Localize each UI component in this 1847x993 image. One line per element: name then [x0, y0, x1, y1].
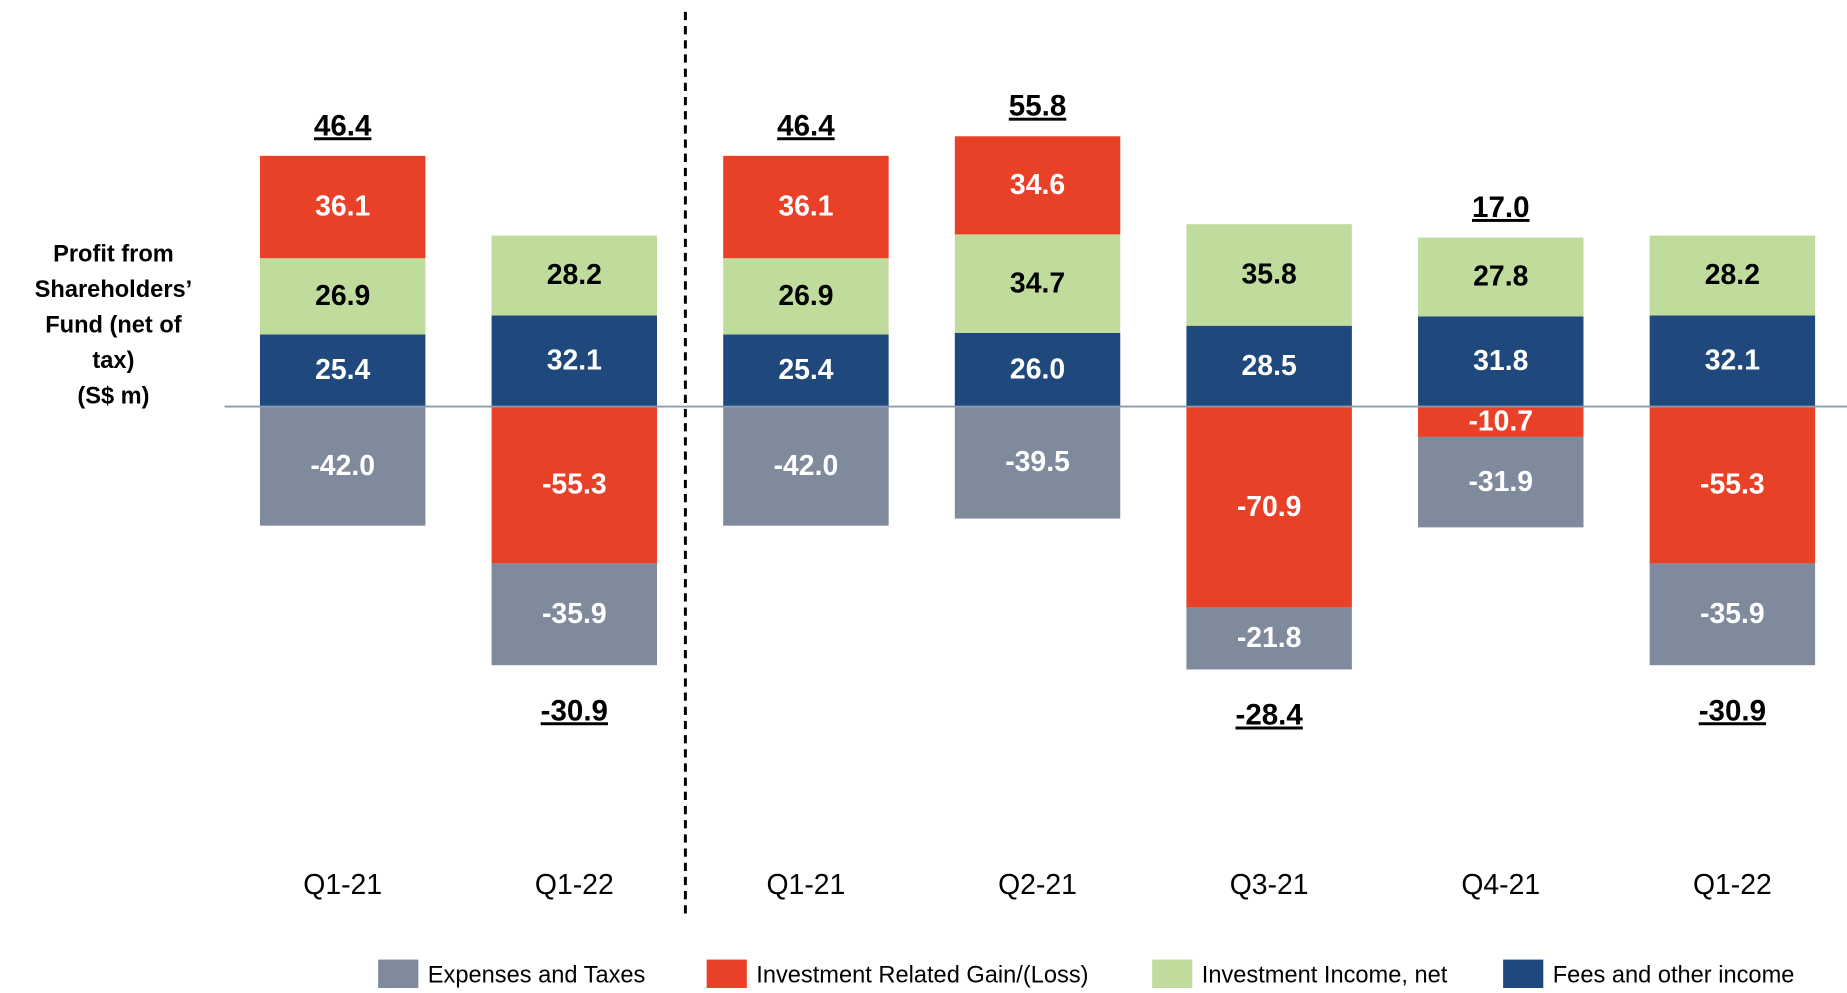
legend-label: Expenses and Taxes [428, 962, 646, 988]
data-label: 32.1 [1705, 345, 1760, 377]
bar-segment [259, 258, 426, 335]
legend-swatch [1152, 959, 1193, 991]
y-axis-label: Shareholders’ [35, 277, 193, 303]
data-label: 26.9 [778, 280, 833, 312]
bar-segment [1186, 224, 1352, 326]
data-label: 26.9 [315, 280, 370, 312]
data-label: 25.4 [778, 354, 833, 386]
y-axis-label: Profit from [53, 242, 174, 268]
data-label: 32.1 [547, 345, 602, 377]
data-label: -35.9 [1700, 598, 1765, 630]
data-label: 28.5 [1242, 350, 1297, 382]
y-axis-label: tax) [92, 348, 134, 374]
data-label: 28.2 [547, 259, 602, 291]
x-tick-label: Q1-22 [535, 869, 614, 901]
bar-segment [1649, 406, 1816, 564]
bar-segment [491, 406, 658, 564]
data-label: 34.6 [1010, 169, 1065, 201]
data-label: -31.9 [1468, 466, 1533, 498]
bar-segment [259, 334, 426, 407]
bar-segment [723, 155, 889, 259]
data-label: -21.8 [1237, 622, 1302, 654]
bar-segment [1649, 235, 1816, 316]
data-label: 26.0 [1010, 353, 1065, 385]
data-label: -42.0 [310, 450, 375, 482]
data-label: 35.8 [1242, 259, 1297, 291]
data-label: 27.8 [1473, 261, 1528, 293]
bar-segment [1418, 316, 1584, 407]
data-label: -55.3 [542, 469, 607, 501]
bar-segment [954, 234, 1121, 333]
x-tick-label: Q1-21 [303, 869, 382, 901]
bar-segment [954, 406, 1121, 519]
data-label: -39.5 [1005, 446, 1070, 478]
data-label: 34.7 [1010, 267, 1065, 299]
total-label: -30.9 [541, 694, 608, 727]
data-label: -10.7 [1468, 405, 1533, 437]
data-label: 31.8 [1473, 345, 1528, 377]
data-label: 25.4 [315, 354, 370, 386]
data-label: 36.1 [315, 191, 370, 223]
bar-segment [954, 136, 1121, 235]
total-label: 46.4 [777, 109, 835, 142]
total-label: 55.8 [1009, 90, 1066, 123]
total-label: 17.0 [1472, 191, 1529, 224]
bar-segment [1186, 607, 1352, 670]
total-label: 46.4 [314, 109, 372, 142]
x-tick-label: Q1-22 [1693, 869, 1772, 901]
bar-segment [954, 332, 1121, 407]
data-label: -42.0 [774, 450, 839, 482]
y-axis-label: (S$ m) [77, 383, 149, 409]
bar-segment [1649, 563, 1816, 666]
bar-segment [491, 235, 658, 316]
bar-segment [259, 406, 426, 526]
x-tick-label: Q3-21 [1230, 869, 1309, 901]
x-tick-label: Q2-21 [998, 869, 1077, 901]
data-label: -70.9 [1237, 491, 1302, 523]
legend-swatch [1503, 959, 1544, 991]
bar-segment [1418, 237, 1584, 317]
legend-label: Investment Related Gain/(Loss) [756, 962, 1088, 988]
bar-segment [723, 406, 889, 526]
bar-segment [1649, 315, 1816, 407]
bar-segment [1418, 436, 1584, 528]
legend-label: Fees and other income [1553, 962, 1795, 988]
total-label: -28.4 [1235, 699, 1303, 732]
bar-segment [1418, 406, 1584, 437]
legend-label: Investment Income, net [1202, 962, 1448, 988]
data-label: 36.1 [778, 191, 833, 223]
bar-segment [1186, 325, 1352, 407]
x-tick-label: Q4-21 [1461, 869, 1540, 901]
bar-segment [1186, 406, 1352, 608]
legend-swatch [706, 959, 747, 991]
legend-swatch [378, 959, 419, 991]
bar-segment [491, 315, 658, 407]
data-label: 28.2 [1705, 259, 1760, 291]
bar-segment [491, 563, 658, 666]
bar-segment [723, 258, 889, 335]
bar-segment [259, 155, 426, 259]
y-axis-label: Fund (net of [45, 312, 182, 338]
total-label: -30.9 [1699, 694, 1766, 727]
bar-segment [723, 334, 889, 407]
data-label: -55.3 [1700, 469, 1765, 501]
data-label: -35.9 [542, 598, 607, 630]
x-tick-label: Q1-21 [767, 869, 846, 901]
